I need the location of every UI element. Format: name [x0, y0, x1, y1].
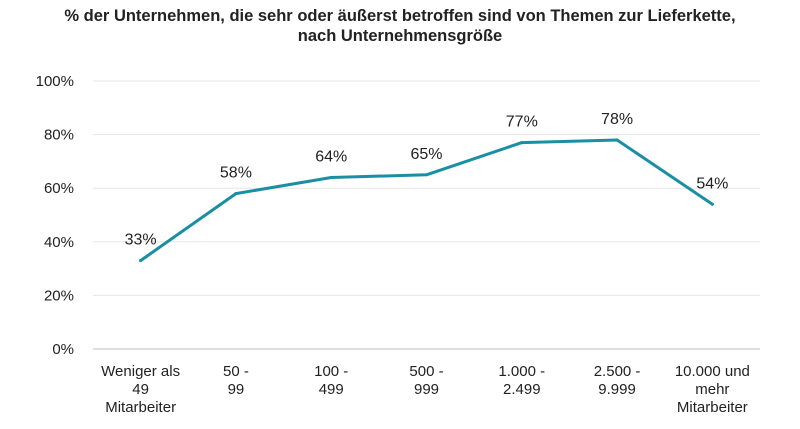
x-axis-tick-labels: Weniger als 49 Mitarbeiter 50 -99 100 -499 50… [101, 363, 750, 416]
data-label: 78% [601, 111, 633, 128]
y-tick-label: 20% [44, 287, 74, 304]
x-tick-label: 500 -999 [409, 363, 443, 398]
data-point [710, 202, 714, 206]
data-label: 58% [220, 165, 252, 182]
data-label: 77% [506, 114, 538, 131]
data-label: 64% [315, 148, 347, 165]
chart-title-line-2: nach Unternehmensgröße [297, 27, 503, 45]
data-point [329, 175, 333, 179]
data-point [139, 259, 143, 263]
x-tick-label: 1.000 -2.499 [498, 363, 545, 398]
x-tick-label: 10.000 und mehr Mitarbeiter [675, 363, 750, 416]
series-layer [139, 138, 714, 263]
data-label: 65% [410, 146, 442, 163]
y-tick-label: 80% [44, 127, 74, 144]
x-tick-label: 2.500 -9.999 [594, 363, 641, 398]
data-point [234, 192, 238, 196]
data-label: 33% [125, 232, 157, 249]
data-label: 54% [696, 175, 728, 192]
y-tick-label: 40% [44, 234, 74, 251]
data-point [615, 138, 619, 142]
data-labels: 33% 58% 64% 65% 77% 78% 54% [125, 111, 729, 249]
y-tick-label: 0% [52, 341, 74, 358]
y-tick-label: 100% [36, 73, 74, 90]
x-tick-label: 100 -499 [314, 363, 348, 398]
chart-title: % der Unternehmen, die sehr oder äußerst… [0, 6, 800, 46]
y-axis-tick-labels: 0% 20% 40% 60% 80% 100% [36, 73, 74, 358]
chart-title-line-1: % der Unternehmen, die sehr oder äußerst… [64, 7, 736, 25]
x-tick-label: Weniger als 49 Mitarbeiter [101, 363, 180, 416]
gridlines [93, 80, 760, 350]
data-point [425, 173, 428, 177]
data-point [520, 141, 524, 145]
x-tick-label: 50 -99 [223, 363, 249, 398]
y-tick-label: 60% [44, 180, 74, 197]
